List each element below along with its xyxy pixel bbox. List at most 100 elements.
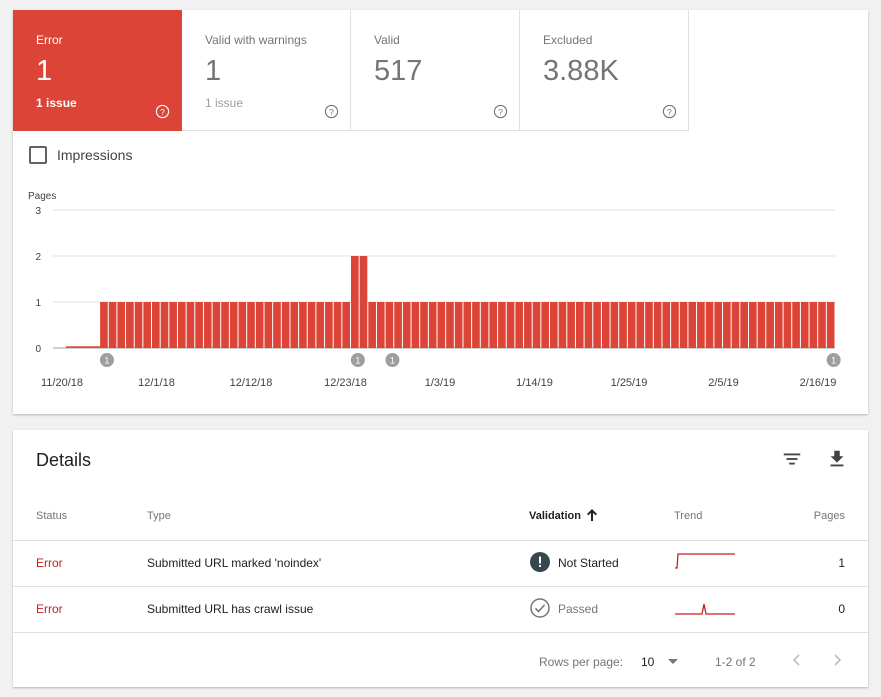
help-icon[interactable]: ? bbox=[155, 104, 170, 119]
chart-bar[interactable] bbox=[221, 302, 229, 348]
chart-bar[interactable] bbox=[117, 302, 126, 348]
help-icon[interactable]: ? bbox=[324, 104, 339, 119]
chart-bar[interactable] bbox=[437, 302, 446, 348]
chart-bar[interactable] bbox=[818, 302, 826, 348]
chart-bar[interactable] bbox=[671, 302, 679, 348]
chart-bar[interactable] bbox=[731, 302, 740, 348]
chart-bar[interactable] bbox=[800, 302, 809, 348]
chart-bar[interactable] bbox=[177, 302, 186, 348]
chart-bar[interactable] bbox=[152, 302, 160, 348]
chart-bar[interactable] bbox=[506, 302, 515, 348]
chart-bar[interactable] bbox=[783, 302, 792, 348]
chart-bar[interactable] bbox=[454, 302, 463, 348]
chart-bar[interactable] bbox=[169, 302, 177, 348]
chart-bar[interactable] bbox=[688, 302, 697, 348]
chart-bar[interactable] bbox=[203, 302, 212, 348]
chart-bar[interactable] bbox=[541, 302, 549, 348]
chart-bar[interactable] bbox=[627, 302, 636, 348]
chart-bar[interactable] bbox=[307, 302, 316, 348]
chart-bar[interactable] bbox=[549, 302, 558, 348]
download-icon[interactable] bbox=[826, 448, 848, 470]
chart-bar[interactable] bbox=[584, 302, 593, 348]
chart-bar[interactable] bbox=[766, 302, 774, 348]
chart-bar[interactable] bbox=[558, 302, 567, 348]
chart-bar[interactable] bbox=[472, 302, 480, 348]
chart-bar[interactable] bbox=[229, 302, 238, 348]
chart-bar[interactable] bbox=[333, 302, 342, 348]
chart-bar[interactable] bbox=[195, 302, 203, 348]
annotation-marker[interactable]: 1 bbox=[99, 353, 114, 367]
tile-valid-with-warnings[interactable]: Valid with warnings 1 1 issue ? bbox=[182, 10, 351, 131]
chart-bar[interactable] bbox=[757, 302, 766, 348]
chart-bar[interactable] bbox=[428, 302, 437, 348]
chart-bar[interactable] bbox=[351, 256, 359, 348]
chart-bar[interactable] bbox=[160, 302, 169, 348]
header-trend[interactable]: Trend bbox=[674, 510, 703, 522]
chart-bar[interactable] bbox=[394, 302, 402, 348]
annotation-marker[interactable]: 1 bbox=[350, 353, 365, 367]
header-pages[interactable]: Pages bbox=[813, 510, 845, 522]
chevron-right-icon[interactable] bbox=[831, 653, 843, 667]
chart-bar[interactable] bbox=[420, 302, 428, 348]
chart-bar[interactable] bbox=[748, 302, 757, 348]
tile-valid[interactable]: Valid 517 ? bbox=[351, 10, 520, 131]
chart-bar[interactable] bbox=[376, 302, 385, 348]
chart-bar[interactable] bbox=[532, 302, 541, 348]
chart-bar[interactable] bbox=[593, 302, 601, 348]
chart-bar[interactable] bbox=[100, 302, 108, 348]
chart-bar[interactable] bbox=[368, 302, 376, 348]
chart-bar[interactable] bbox=[264, 302, 273, 348]
chart-bar[interactable] bbox=[636, 302, 645, 348]
chart-bar[interactable] bbox=[359, 256, 368, 348]
chart-bar[interactable] bbox=[714, 302, 723, 348]
header-status[interactable]: Status bbox=[36, 510, 68, 522]
header-validation[interactable]: Validation bbox=[529, 510, 581, 522]
chart-bar[interactable] bbox=[126, 302, 134, 348]
chart-bar[interactable] bbox=[679, 302, 688, 348]
chart-bar[interactable] bbox=[446, 302, 454, 348]
chart-bar[interactable] bbox=[792, 302, 800, 348]
table-row[interactable]: Error Submitted URL has crawl issue Pass… bbox=[13, 586, 868, 632]
chart-bar[interactable] bbox=[809, 302, 818, 348]
chart-bar[interactable] bbox=[402, 302, 411, 348]
annotation-marker[interactable]: 1 bbox=[826, 353, 841, 367]
header-type[interactable]: Type bbox=[147, 510, 171, 522]
tile-excluded[interactable]: Excluded 3.88K ? bbox=[520, 10, 689, 131]
chart-bar[interactable] bbox=[740, 302, 748, 348]
rows-per-page-select[interactable]: 10 bbox=[641, 655, 655, 669]
sort-arrow-up-icon[interactable] bbox=[586, 508, 598, 522]
chart-bar[interactable] bbox=[774, 302, 783, 348]
chart-bar[interactable] bbox=[316, 302, 325, 348]
chart-bar[interactable] bbox=[515, 302, 524, 348]
chart-bar[interactable] bbox=[498, 302, 506, 348]
chart-bar[interactable] bbox=[826, 302, 835, 348]
help-icon[interactable]: ? bbox=[493, 104, 508, 119]
chart-bar[interactable] bbox=[238, 302, 247, 348]
dropdown-arrow-icon[interactable] bbox=[668, 659, 678, 665]
chart-bar[interactable] bbox=[212, 302, 221, 348]
chart-bar[interactable] bbox=[385, 302, 394, 348]
chart-bar[interactable] bbox=[143, 302, 152, 348]
chart-bar[interactable] bbox=[697, 302, 705, 348]
chart-bar[interactable] bbox=[567, 302, 575, 348]
chart-bar[interactable] bbox=[645, 302, 653, 348]
annotation-marker[interactable]: 1 bbox=[385, 353, 400, 367]
chart-bar[interactable] bbox=[273, 302, 281, 348]
table-row[interactable]: Error Submitted URL marked 'noindex' Not… bbox=[13, 540, 868, 586]
chart-bar[interactable] bbox=[247, 302, 255, 348]
chart-bar[interactable] bbox=[723, 302, 731, 348]
chart-bar[interactable] bbox=[610, 302, 619, 348]
filter-icon[interactable] bbox=[781, 448, 803, 470]
chart-bar[interactable] bbox=[255, 302, 264, 348]
chart-bar[interactable] bbox=[299, 302, 307, 348]
chart-bar[interactable] bbox=[619, 302, 627, 348]
chart-bar[interactable] bbox=[489, 302, 498, 348]
chart-bar[interactable] bbox=[705, 302, 714, 348]
chart-bar[interactable] bbox=[575, 302, 584, 348]
chart-bar[interactable] bbox=[480, 302, 489, 348]
chevron-left-icon[interactable] bbox=[791, 653, 803, 667]
chart-bar[interactable] bbox=[325, 302, 333, 348]
chart-bar[interactable] bbox=[524, 302, 532, 348]
chart-bar[interactable] bbox=[653, 302, 662, 348]
chart-bar[interactable] bbox=[281, 302, 290, 348]
